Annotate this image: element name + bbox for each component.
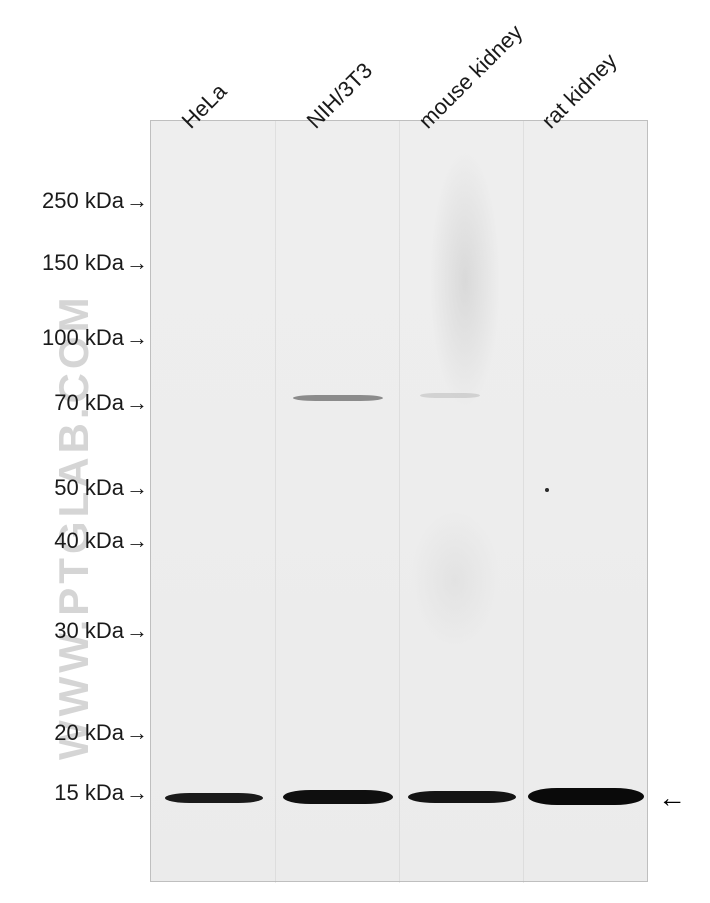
mw-label-15: 15 kDa→ <box>54 780 148 806</box>
band-mouse-kidney-15kda <box>408 791 516 803</box>
lane-divider <box>275 121 276 883</box>
mw-text: 100 kDa <box>42 325 124 350</box>
arrow-icon: → <box>126 720 148 746</box>
mw-label-70: 70 kDa→ <box>54 390 148 416</box>
mw-text: 250 kDa <box>42 188 124 213</box>
arrow-icon: → <box>126 325 148 351</box>
blot-smudge <box>430 150 500 410</box>
mw-label-250: 250 kDa→ <box>42 188 148 214</box>
blot-speck <box>545 488 549 492</box>
arrow-icon: → <box>126 528 148 554</box>
arrow-icon: → <box>126 188 148 214</box>
lane-label-mouse-kidney: mouse kidney <box>414 20 528 134</box>
mw-label-100: 100 kDa→ <box>42 325 148 351</box>
arrow-icon: → <box>126 390 148 416</box>
arrow-icon: → <box>126 780 148 806</box>
mw-text: 150 kDa <box>42 250 124 275</box>
mw-text: 30 kDa <box>54 618 124 643</box>
band-nih3t3-70kda <box>293 395 383 401</box>
target-band-arrow-icon: ← <box>658 782 686 814</box>
band-nih3t3-15kda <box>283 790 393 804</box>
band-rat-kidney-15kda <box>528 788 644 805</box>
mw-text: 40 kDa <box>54 528 124 553</box>
mw-label-20: 20 kDa→ <box>54 720 148 746</box>
mw-label-150: 150 kDa→ <box>42 250 148 276</box>
band-mouse-kidney-70kda <box>420 393 480 398</box>
lane-divider <box>399 121 400 883</box>
band-hela-15kda <box>165 793 263 803</box>
figure-container: { "figure": { "width_px": 710, "height_p… <box>0 0 710 903</box>
mw-label-40: 40 kDa→ <box>54 528 148 554</box>
mw-label-50: 50 kDa→ <box>54 475 148 501</box>
lane-divider <box>523 121 524 883</box>
mw-label-30: 30 kDa→ <box>54 618 148 644</box>
mw-text: 70 kDa <box>54 390 124 415</box>
blot-smudge <box>410 510 500 650</box>
mw-text: 50 kDa <box>54 475 124 500</box>
blot-membrane <box>150 120 648 882</box>
mw-text: 15 kDa <box>54 780 124 805</box>
arrow-icon: → <box>126 250 148 276</box>
arrow-icon: → <box>126 618 148 644</box>
arrow-icon: → <box>126 475 148 501</box>
mw-text: 20 kDa <box>54 720 124 745</box>
